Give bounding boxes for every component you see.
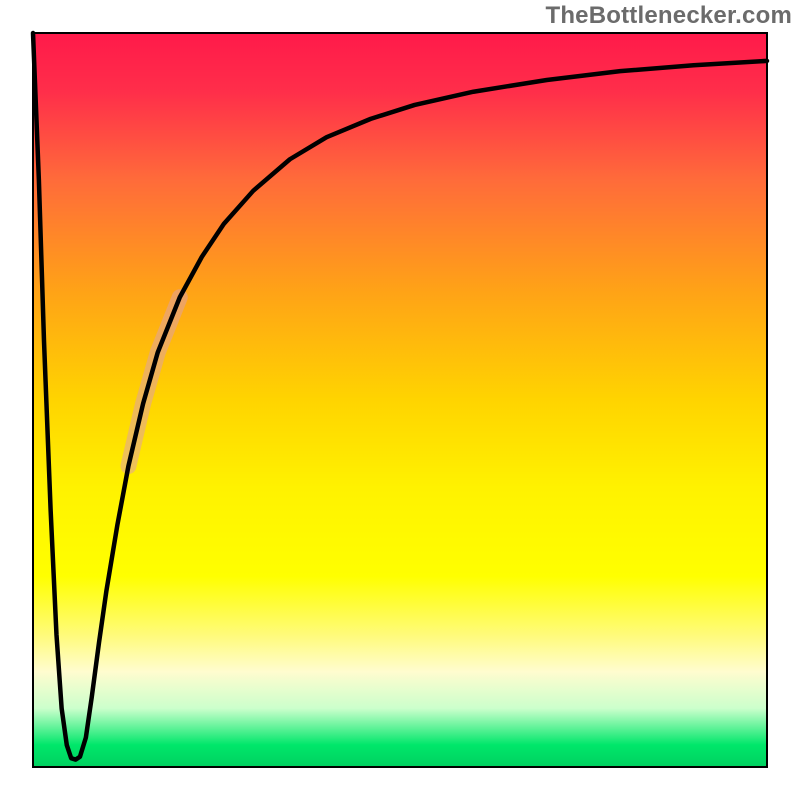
bottleneck-plot (0, 0, 800, 800)
chart-root: { "watermark": { "text": "TheBottlenecke… (0, 0, 800, 800)
